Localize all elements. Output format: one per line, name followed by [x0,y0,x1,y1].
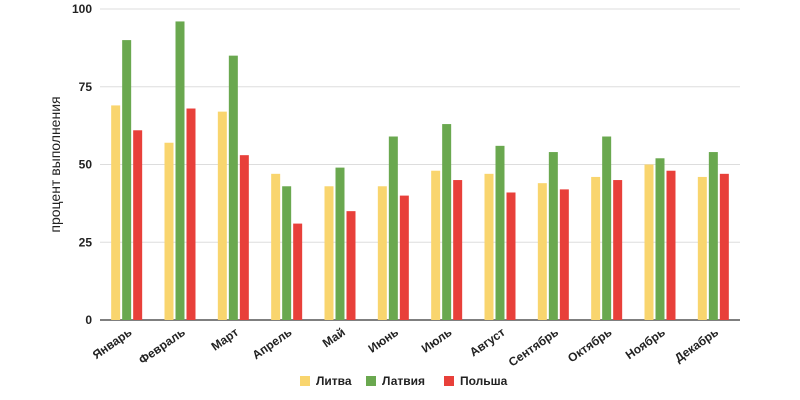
bar-poland [399,195,409,320]
bar-lithuania [431,170,441,320]
bar-latvia [442,124,452,320]
bar-lithuania [644,164,654,320]
bar-latvia [282,186,292,320]
bar-latvia [495,145,505,320]
bar-lithuania [111,105,121,320]
bar-latvia [228,55,238,321]
bar-poland [506,192,516,320]
bar-poland [239,155,249,320]
gridlines [100,8,740,321]
x-tick-label: Февраль [136,325,188,367]
y-axis-ticks: 0 25 50 75 100 [72,2,92,327]
x-tick-label: Октябрь [565,325,614,365]
bar-poland [453,180,463,320]
bar-poland [666,170,676,320]
bar-latvia [602,136,612,320]
x-tick-label: Март [209,325,242,354]
bar-latvia [655,158,665,320]
x-tick-label: Сентябрь [506,325,561,370]
bar-latvia [335,167,345,320]
legend-swatch [300,376,310,386]
bar-latvia [388,136,398,320]
x-axis-ticks: Январь Февраль Март Апрель Май Июнь Июль Август… [90,325,721,370]
legend-label: Латвия [382,374,425,388]
x-tick-label: Июль [419,325,455,356]
x-tick-label: Апрель [250,325,295,362]
legend: Литва Латвия Польша [300,374,508,388]
y-axis-label: процент выполнения [47,96,63,232]
x-tick-label: Август [467,325,508,359]
y-tick-label: 75 [79,80,93,94]
bar-poland [133,130,143,320]
bar-poland [186,108,196,321]
bars [111,21,729,321]
legend-label: Польша [460,374,508,388]
x-tick-label: Июнь [366,325,401,356]
bar-lithuania [591,176,601,320]
x-tick-label: Ноябрь [623,325,668,362]
bar-poland [613,180,623,320]
bar-poland [293,223,303,320]
legend-swatch [366,376,376,386]
bar-latvia [122,40,132,320]
bar-lithuania [537,183,547,320]
y-tick-label: 100 [72,2,92,16]
bar-latvia [708,152,718,320]
x-tick-label: Январь [90,325,134,362]
y-tick-label: 25 [79,235,93,249]
bar-lithuania [377,186,387,320]
bar-poland [719,173,729,320]
bar-poland [346,211,356,320]
bar-lithuania [271,173,281,320]
bar-lithuania [484,173,494,320]
bar-lithuania [324,186,334,320]
bar-latvia [548,152,558,320]
y-tick-label: 50 [79,158,93,172]
bar-lithuania [217,111,227,320]
legend-swatch [444,376,454,386]
y-tick-label: 0 [85,313,92,327]
x-tick-label: Декабрь [672,325,721,365]
bar-lithuania [697,176,707,320]
bar-lithuania [164,142,174,320]
x-tick-label: Май [320,325,348,350]
bar-latvia [175,21,185,320]
legend-label: Литва [316,374,352,388]
bar-poland [559,189,569,320]
